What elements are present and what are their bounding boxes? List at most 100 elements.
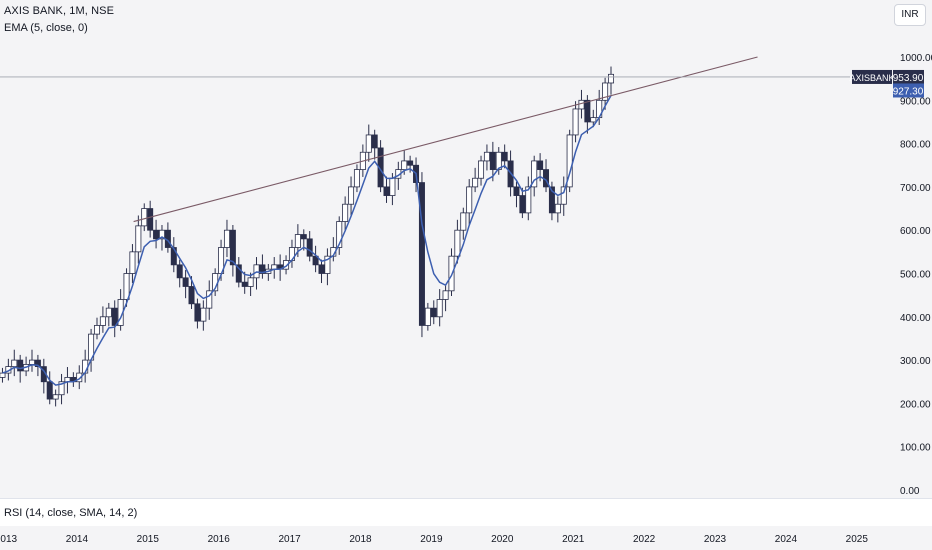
rsi-indicator-legend[interactable]: RSI (14, close, SMA, 14, 2): [4, 507, 138, 519]
x-tick-label: 2016: [208, 534, 231, 545]
candle-body: [342, 203, 349, 222]
candle-body: [602, 82, 609, 101]
candle-body: [472, 177, 479, 188]
candle-body: [478, 160, 485, 179]
y-tick-label: 1000.00: [900, 53, 932, 64]
candle-body: [0, 372, 6, 378]
y-tick-label: 700.00: [900, 183, 931, 194]
candle-body: [572, 108, 579, 136]
candle-body: [34, 359, 41, 367]
candle-body: [584, 99, 591, 123]
y-tick-label: 400.00: [900, 313, 931, 324]
candle-body: [560, 186, 567, 205]
candle-body: [93, 325, 100, 335]
candle-body: [460, 212, 467, 231]
candle-body: [531, 160, 538, 188]
candle-body: [17, 359, 24, 372]
candle-body: [483, 151, 490, 162]
candle-body: [442, 290, 449, 300]
candle-body: [58, 381, 65, 396]
symbol-price-tag: [852, 69, 892, 84]
candle-body: [519, 195, 526, 214]
candle-body: [554, 203, 561, 214]
candle-body: [590, 117, 597, 123]
candle-body: [401, 160, 408, 170]
candle-body: [418, 182, 425, 326]
candle-body: [324, 255, 331, 274]
candle-body: [424, 307, 431, 326]
candle-body: [371, 134, 378, 149]
candle-body: [105, 307, 112, 318]
ema-line: [2, 95, 612, 386]
x-tick-label: 2014: [66, 534, 89, 545]
y-tick-label: 600.00: [900, 226, 931, 237]
candle-body: [194, 303, 201, 322]
candle-body: [489, 151, 496, 170]
candle-body: [200, 307, 207, 322]
y-tick-label: 500.00: [900, 270, 931, 281]
candle-body: [247, 277, 254, 287]
y-tick-label: 300.00: [900, 356, 931, 367]
y-tick-label: 800.00: [900, 140, 931, 151]
candle-body: [537, 160, 544, 170]
candle-body: [259, 264, 266, 274]
symbol-title[interactable]: AXIS BANK, 1M, NSE: [4, 5, 115, 17]
candle-body: [52, 394, 59, 400]
candle-body: [283, 260, 290, 270]
candle-body: [170, 247, 177, 266]
x-axis: [0, 526, 932, 550]
candle-body: [176, 264, 183, 279]
currency-button[interactable]: INR: [894, 4, 926, 26]
candle-body: [306, 238, 313, 257]
candle-body: [578, 99, 585, 110]
candle-body: [28, 359, 35, 365]
candle-body: [513, 186, 520, 196]
candle-body: [111, 307, 118, 326]
candle-body: [300, 234, 307, 240]
candle-body: [235, 264, 242, 283]
rsi-pane[interactable]: [0, 498, 932, 525]
ema-price-tag: [893, 83, 924, 98]
candle-body: [223, 229, 230, 248]
candle-body: [241, 281, 248, 287]
candle-body: [336, 221, 343, 248]
x-tick-label: 2015: [137, 534, 160, 545]
x-tick-label: 2023: [704, 534, 727, 545]
x-tick-label: 2013: [0, 534, 18, 545]
x-tick-label: 2025: [846, 534, 869, 545]
plot-area[interactable]: [0, 0, 932, 498]
candle-body: [129, 251, 136, 274]
candle-body: [135, 225, 142, 253]
candle-body: [430, 307, 437, 318]
symbol-price-tag-label: AXISBANK: [849, 73, 894, 83]
candle-body: [141, 208, 148, 227]
candle-body: [318, 264, 325, 274]
y-tick-label: 100.00: [900, 443, 931, 454]
candle-body: [147, 208, 154, 231]
candle-body: [158, 229, 165, 240]
candle-body: [348, 186, 355, 205]
candle-body: [436, 299, 443, 318]
resistance-trendline: [133, 56, 758, 223]
candle-body: [188, 286, 195, 305]
candle-body: [353, 169, 360, 188]
candle-body: [46, 381, 53, 400]
candle-body: [608, 73, 615, 84]
last-price-tag-label: 953.90: [893, 73, 924, 84]
x-tick-label: 2022: [633, 534, 656, 545]
x-tick-label: 2017: [278, 534, 301, 545]
candle-body: [495, 151, 502, 170]
candle-body: [76, 372, 83, 383]
candle-body: [182, 277, 189, 287]
ema-indicator-legend[interactable]: EMA (5, close, 0): [4, 22, 88, 34]
x-tick-label: 2018: [349, 534, 372, 545]
candle-body: [206, 290, 213, 309]
candle-body: [377, 147, 384, 188]
y-tick-label: 200.00: [900, 399, 931, 410]
candle-body: [365, 134, 372, 153]
candle-body: [525, 186, 532, 214]
candle-body: [407, 160, 414, 166]
candle-body: [454, 229, 461, 257]
